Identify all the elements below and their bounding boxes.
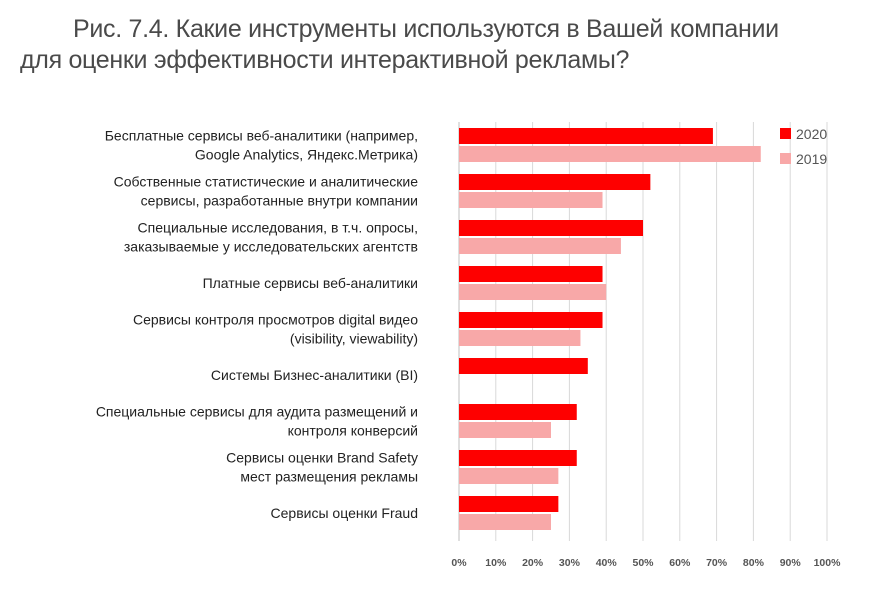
category-label: Системы Бизнес-аналитики (BI) (211, 367, 418, 383)
chart-title-line-1: Рис. 7.4. Какие инструменты используются… (73, 15, 779, 43)
bar-2019 (459, 284, 607, 300)
bar-2019 (459, 146, 761, 162)
x-tick-label: 80% (743, 557, 765, 569)
bar-2020 (459, 266, 603, 282)
x-tick-label: 20% (522, 557, 544, 569)
bar-2020 (459, 404, 577, 420)
category-label: Платные сервисы веб-аналитики (203, 275, 418, 291)
category-label: (visibility, viewability) (290, 331, 418, 347)
x-tick-label: 50% (632, 557, 654, 569)
category-label: Сервисы оценки Brand Safety (226, 450, 418, 466)
bar-2019 (459, 468, 559, 484)
category-label: контроля конверсий (288, 423, 418, 439)
x-tick-label: 10% (485, 557, 507, 569)
category-label: Специальные исследования, в т.ч. опросы, (138, 220, 418, 236)
category-label: Бесплатные сервисы веб-аналитики (наприм… (105, 128, 418, 144)
x-tick-label: 100% (814, 557, 842, 569)
bar-2020 (459, 174, 651, 190)
category-label: Собственные статистические и аналитическ… (114, 174, 419, 190)
category-label: Сервисы контроля просмотров digital виде… (133, 312, 418, 328)
bar-2020 (459, 128, 713, 144)
bar-2020 (459, 496, 559, 512)
x-tick-label: 30% (559, 557, 581, 569)
category-label: Специальные сервисы для аудита размещени… (96, 404, 418, 420)
bar-2019 (459, 422, 551, 438)
bar-2019 (459, 330, 581, 346)
bar-2019 (459, 238, 621, 254)
chart-title: Рис. 7.4. Какие инструменты используются… (20, 14, 860, 76)
bar-2019 (459, 192, 603, 208)
legend-label-2020: 2020 (796, 126, 827, 142)
category-label: Google Analytics, Яндекс.Метрика) (195, 147, 418, 163)
bar-2020 (459, 312, 603, 328)
x-tick-label: 90% (780, 557, 802, 569)
legend-swatch-2019 (780, 153, 791, 164)
x-tick-label: 70% (706, 557, 728, 569)
x-tick-label: 0% (451, 557, 467, 569)
x-tick-label: 40% (596, 557, 618, 569)
category-label: заказываемые у исследовательских агентст… (124, 239, 418, 255)
category-label: Сервисы оценки Fraud (271, 505, 418, 521)
bar-2020 (459, 450, 577, 466)
category-label: мест размещения рекламы (240, 469, 418, 485)
bar-2020 (459, 358, 588, 374)
legend-label-2019: 2019 (796, 151, 827, 167)
category-label: сервисы, разработанные внутри компании (141, 193, 418, 209)
chart-title-line-2: для оценки эффективности интерактивной р… (20, 46, 630, 74)
bar-2019 (459, 514, 551, 530)
legend-swatch-2020 (780, 128, 791, 139)
x-tick-label: 60% (669, 557, 691, 569)
bar-2020 (459, 220, 643, 236)
